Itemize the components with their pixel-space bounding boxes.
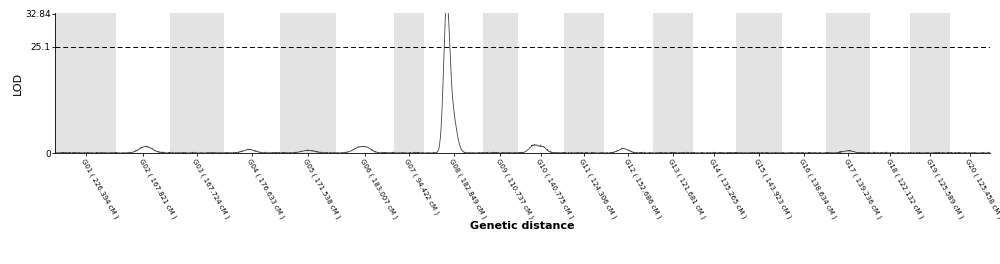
Bar — [170, 13, 224, 153]
Bar — [826, 13, 870, 153]
Bar — [280, 13, 336, 153]
Bar — [55, 13, 116, 153]
Bar — [483, 13, 518, 153]
X-axis label: Genetic distance: Genetic distance — [470, 221, 575, 231]
Bar — [736, 13, 782, 153]
Bar — [910, 13, 950, 153]
Bar — [564, 13, 604, 153]
Bar — [653, 13, 693, 153]
Bar — [394, 13, 424, 153]
Y-axis label: LOD: LOD — [12, 72, 22, 95]
